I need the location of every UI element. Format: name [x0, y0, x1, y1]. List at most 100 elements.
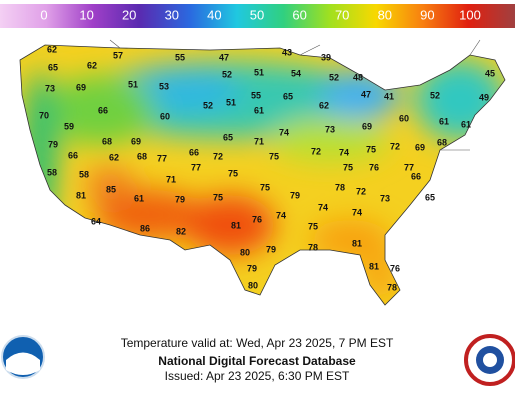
temperature: 73	[380, 193, 390, 203]
temperature: 72	[311, 146, 321, 156]
color-scale	[0, 4, 515, 28]
temperature: 54	[291, 68, 301, 78]
legend-label: 90	[420, 7, 434, 22]
temperature: 76	[369, 162, 379, 172]
temperature: 71	[254, 136, 264, 146]
temperature: 55	[251, 90, 261, 100]
issued-time: Issued: Apr 23 2025, 6:30 PM EST	[165, 369, 350, 383]
temperature: 61	[134, 193, 144, 203]
database-title: National Digital Forecast Database	[158, 354, 356, 368]
us-outline	[19, 44, 506, 306]
temperature: 52	[222, 69, 232, 79]
nws-logo	[464, 334, 515, 386]
temperature: 79	[48, 139, 58, 149]
temperature: 58	[79, 169, 89, 179]
temperature: 72	[213, 151, 223, 161]
temperature: 62	[87, 60, 97, 70]
temperature: 85	[106, 184, 116, 194]
temperature: 77	[157, 153, 167, 163]
temperature: 80	[248, 280, 258, 290]
legend-label: 60	[292, 7, 306, 22]
temperature: 81	[352, 238, 362, 248]
temperature: 66	[411, 171, 421, 181]
temperature: 62	[109, 152, 119, 162]
temperature: 65	[425, 192, 435, 202]
borders	[109, 39, 481, 151]
temperature: 64	[91, 216, 101, 226]
temperature: 57	[113, 50, 123, 60]
legend-label: 40	[207, 7, 221, 22]
temperature: 79	[247, 263, 257, 273]
temperature: 75	[228, 168, 238, 178]
temperature: 61	[461, 119, 471, 129]
temperature: 71	[166, 174, 176, 184]
temperature: 52	[203, 100, 213, 110]
temperature: 68	[137, 151, 147, 161]
temperature: 81	[231, 220, 241, 230]
legend-label: 80	[378, 7, 392, 22]
temperature: 81	[76, 190, 86, 200]
temperature: 74	[276, 210, 286, 220]
temperature: 75	[260, 182, 270, 192]
temperature: 41	[384, 91, 394, 101]
temperature: 76	[390, 263, 400, 273]
temperature: 77	[404, 162, 414, 172]
temperature: 66	[98, 105, 108, 115]
temperature: 51	[226, 97, 236, 107]
temperature: 69	[362, 121, 372, 131]
temperature: 72	[356, 186, 366, 196]
temperature: 77	[191, 162, 201, 172]
temperature: 66	[189, 147, 199, 157]
temperature: 59	[64, 121, 74, 131]
legend-label: 10	[79, 7, 93, 22]
temperature: 74	[339, 147, 349, 157]
temperature: 74	[352, 207, 362, 217]
temperature: 52	[329, 72, 339, 82]
temperature: 53	[159, 81, 169, 91]
temperature: 69	[131, 136, 141, 146]
temperature: 47	[219, 52, 229, 62]
temperature: 74	[279, 127, 289, 137]
temperature: 79	[266, 244, 276, 254]
noaa-logo	[1, 335, 45, 379]
temperature: 75	[308, 221, 318, 231]
temperature: 79	[290, 190, 300, 200]
temperature: 82	[176, 226, 186, 236]
temperature: 68	[102, 136, 112, 146]
legend-label: 0	[40, 7, 47, 22]
temperature: 73	[45, 83, 55, 93]
temperature: 65	[223, 132, 233, 142]
temperature: 74	[318, 202, 328, 212]
temperature: 43	[282, 47, 292, 57]
temperature: 48	[353, 72, 363, 82]
temperature: 61	[254, 105, 264, 115]
temperature: 61	[439, 116, 449, 126]
temperature: 39	[321, 52, 331, 62]
temperature-field	[20, 45, 505, 305]
temperature: 45	[485, 68, 495, 78]
temperature: 62	[47, 44, 57, 54]
temperature: 75	[366, 144, 376, 154]
temperature-labels: 62 57 55 47 43 39 65 62 52 51 54 52 48 45 73 69 51 53 55 65…	[39, 44, 495, 292]
valid-time: Temperature valid at: Wed, Apr 23 2025, …	[121, 336, 394, 350]
legend-labels: 0 10 20 30 40 50 60 70 80 90 100	[40, 7, 480, 22]
temperature: 81	[369, 261, 379, 271]
temperature: 80	[240, 247, 250, 257]
temperature: 76	[252, 214, 262, 224]
temperature: 68	[437, 137, 447, 147]
temperature: 51	[254, 67, 264, 77]
legend-label: 50	[250, 7, 264, 22]
temperature: 65	[48, 62, 58, 72]
legend-label: 70	[335, 7, 349, 22]
temperature: 73	[325, 124, 335, 134]
temperature: 55	[175, 52, 185, 62]
temperature: 86	[140, 223, 150, 233]
temperature: 69	[76, 82, 86, 92]
temperature: 60	[160, 111, 170, 121]
temperature: 78	[335, 182, 345, 192]
temperature: 75	[343, 162, 353, 172]
temperature: 62	[319, 100, 329, 110]
temperature: 79	[175, 194, 185, 204]
legend-label: 30	[165, 7, 179, 22]
